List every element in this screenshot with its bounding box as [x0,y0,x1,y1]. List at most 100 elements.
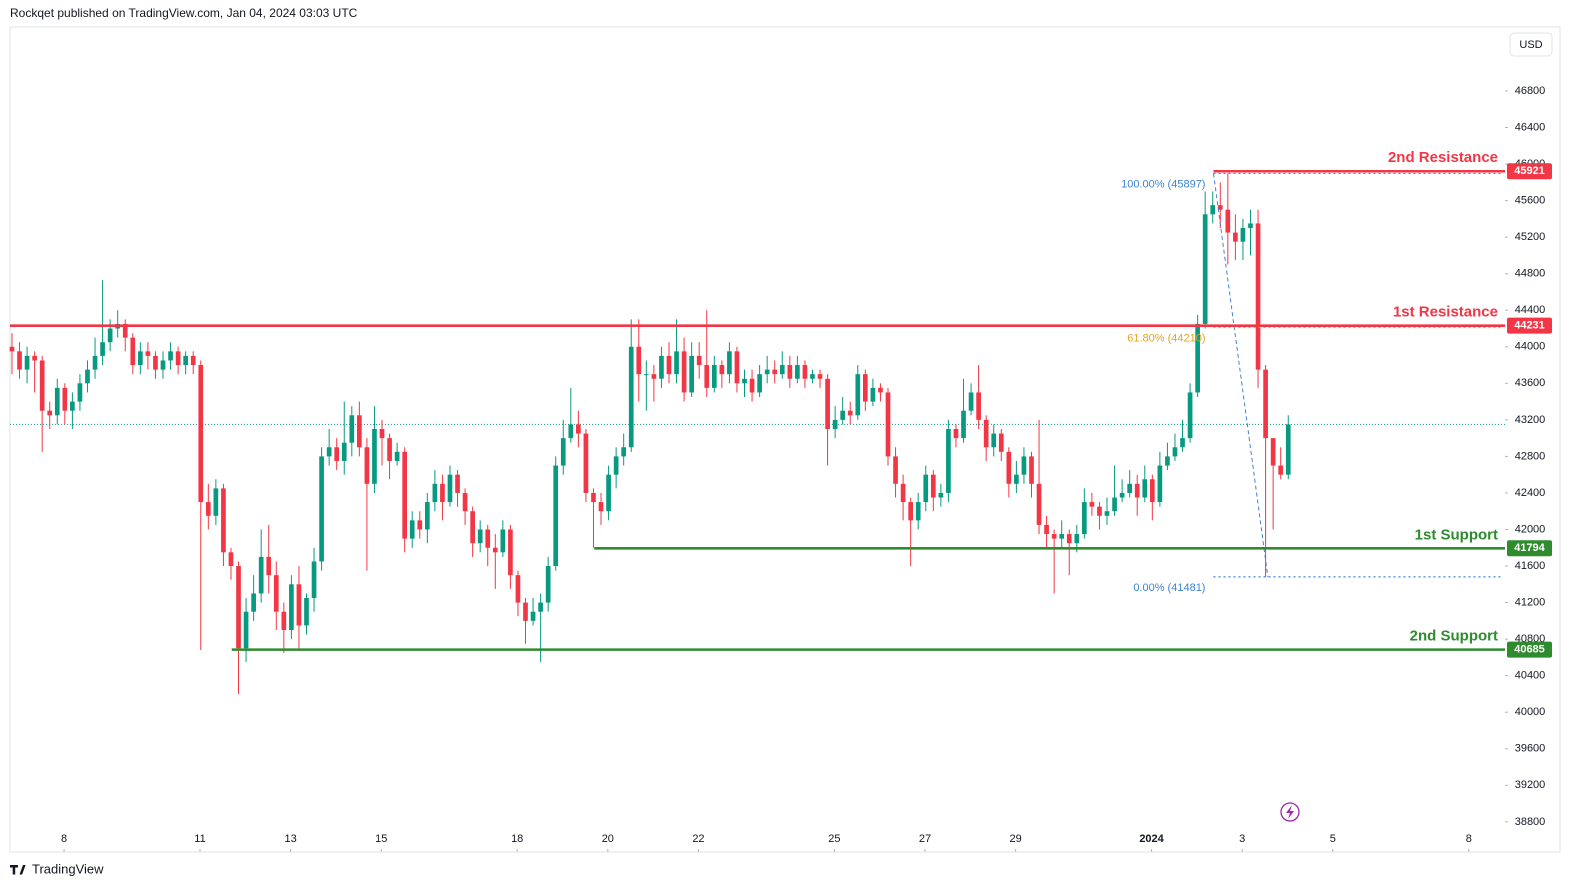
candle-body [311,561,317,599]
candle-body [432,483,438,503]
candle-body [24,355,30,370]
x-tick-label: 13 [285,833,297,845]
currency-box [1509,32,1553,57]
candle-body [946,428,951,493]
candle-body [1014,474,1019,484]
candle-body [1119,492,1125,498]
x-tick-label: 2024 [1139,833,1164,845]
candle-body [122,323,128,338]
candle-body [349,415,355,443]
y-tick-label: 43200 [1515,414,1546,426]
candle-body [1165,456,1170,466]
candle-body [477,529,483,544]
candle-body [553,465,559,567]
candle-body [530,611,536,621]
fib-label: 0.00% (41481) [1133,582,1205,594]
fib-label: 100.00% (45897) [1121,178,1205,190]
candle-body [409,520,415,539]
candle-body [334,447,340,461]
candle-body [1036,483,1042,525]
candle-body [213,488,219,516]
candle-body [606,474,611,512]
candle-body [1202,214,1208,324]
x-tick-label: 25 [828,833,840,845]
candle-body [62,387,68,411]
candle-body [326,447,332,457]
price-tag [1507,540,1552,557]
candle-body [840,410,846,420]
candle-body [1074,534,1080,544]
candle-body [372,428,377,484]
y-tick-label: 44400 [1515,304,1546,316]
candles [9,173,1291,694]
candle-body [1059,534,1065,539]
fib-label: 61.80% (44210) [1127,332,1205,344]
candle-body [70,401,75,411]
candle-body [795,365,800,379]
candle-body [757,374,762,393]
candle-body [138,351,143,366]
candle-body [900,483,906,503]
candle-body [538,602,543,612]
price-tag-label: 40685 [1514,644,1545,656]
candle-body [1142,479,1148,498]
candle-body [500,529,506,553]
candle-body [1278,465,1284,475]
y-tick-label: 45600 [1515,194,1546,206]
x-tick-label: 11 [194,833,205,845]
candle-body [85,369,90,384]
y-tick-label: 41600 [1515,560,1546,572]
candle-body [1248,223,1253,228]
candle-body [1089,502,1095,507]
candle-body [1029,456,1034,484]
candle-body [802,365,808,379]
candle-body [1149,479,1155,503]
y-tick-label: 46800 [1515,85,1546,97]
candle-body [289,584,294,630]
candle-body [1112,497,1117,512]
candle-body [1044,524,1049,535]
candle-body [983,419,989,448]
candle-body [1187,392,1193,439]
x-tick-label: 8 [1466,833,1472,845]
candle-body [636,346,642,375]
candle-body [455,474,460,493]
candle-body [953,428,959,439]
candle-body [77,383,83,402]
price-tag [1507,317,1552,334]
candle-body [810,374,815,379]
candle-body [878,387,883,393]
candle-body [938,492,944,498]
y-tick-label: 42400 [1515,487,1546,499]
candle-body [107,328,113,343]
candle-body [930,474,936,498]
candle-body [968,392,974,411]
candle-body [1285,424,1291,475]
candle-body [1097,506,1102,516]
y-tick-label: 39600 [1515,743,1546,755]
price-tag-label: 44231 [1514,320,1545,332]
candle-body [221,488,226,553]
candle-body [817,374,823,379]
candle-body [1157,465,1163,503]
y-tick-label: 40400 [1515,670,1546,682]
price-tag [1507,163,1552,180]
candle-body [764,369,770,375]
y-tick-label: 38800 [1515,816,1546,828]
level-name: 1st Resistance [1393,304,1498,321]
candle-body [236,566,241,649]
candle-body [787,365,793,379]
candle-body [847,410,853,416]
candle-body [719,365,725,375]
candle-body [659,355,664,379]
y-tick-label: 40000 [1515,706,1546,718]
candle-body [832,419,838,429]
candle-body [908,502,913,521]
candle-body [145,351,151,356]
candle-body [870,387,876,402]
candle-body [492,547,498,553]
candle-body [515,575,521,603]
candle-body [273,575,279,612]
candle-body [251,593,256,612]
